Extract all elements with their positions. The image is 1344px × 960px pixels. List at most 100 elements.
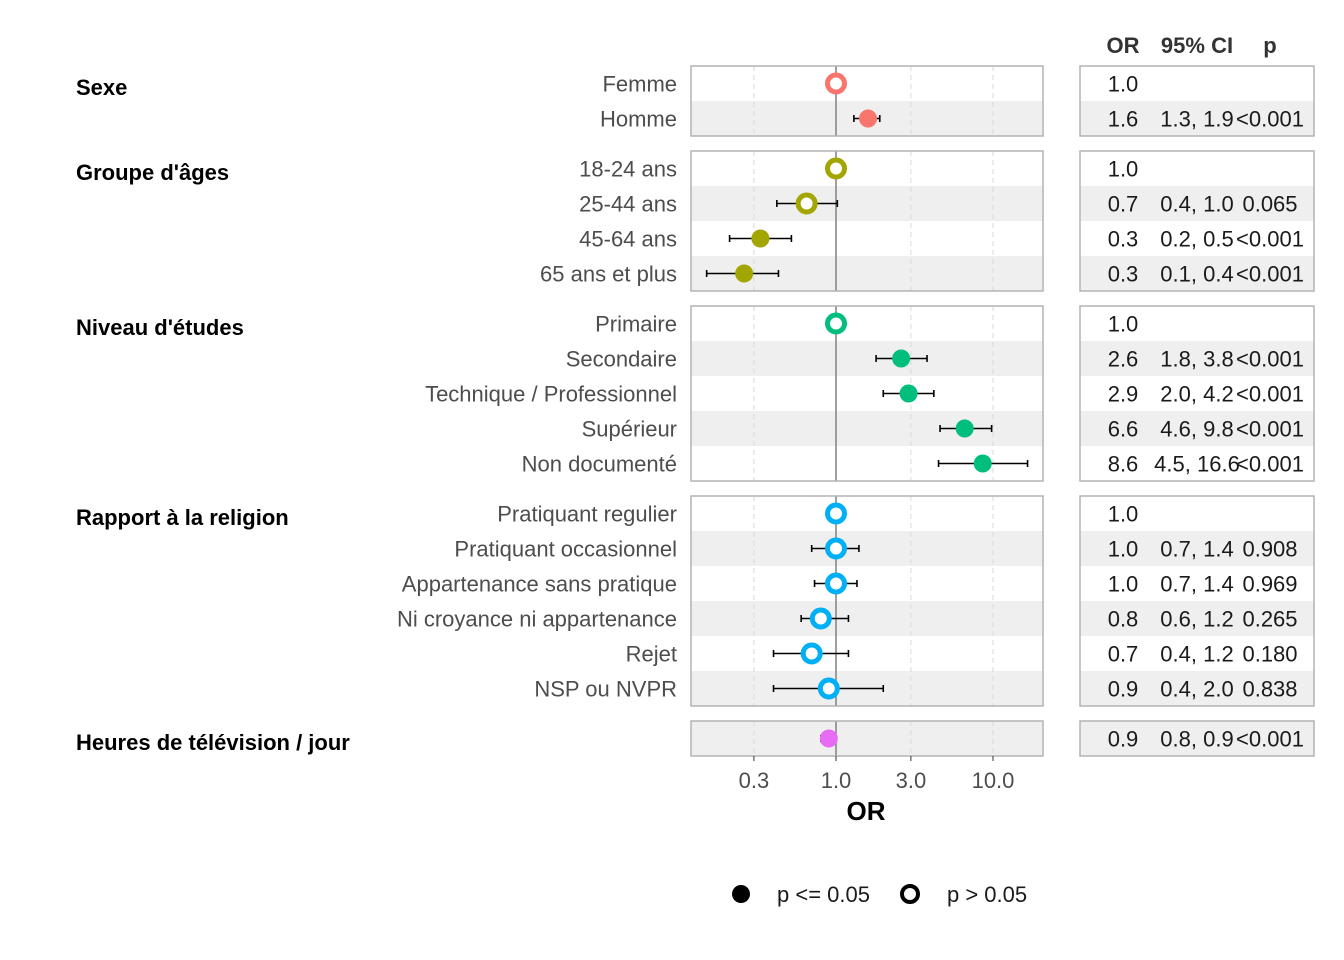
table-or-appartenance-sans-pratique: 1.0 <box>1108 572 1139 597</box>
plot-panel-border <box>690 495 1044 707</box>
plot-panel-border <box>690 65 1044 137</box>
table-or-25-44-ans: 0.7 <box>1108 192 1139 217</box>
table-ci-technique-professionnel: 2.0, 4.2 <box>1160 382 1233 407</box>
point-technique-professionnel <box>899 384 918 403</box>
point-appartenance-sans-pratique <box>825 572 847 595</box>
row-label-65-ans-et-plus: 65 ans et plus <box>540 262 677 287</box>
table-or-65-ans-et-plus: 0.3 <box>1108 262 1139 287</box>
group-heures-de-television-jour: Heures de télévision / jour 0.9 0.8, 0.9 <0… <box>76 720 1315 757</box>
table-or-femme: 1.0 <box>1108 72 1139 97</box>
point-18-24-ans <box>825 157 847 180</box>
table-or-superieur: 6.6 <box>1108 417 1139 442</box>
row-label-appartenance-sans-pratique: Appartenance sans pratique <box>402 572 677 597</box>
point-65-ans-et-plus <box>735 264 754 283</box>
table-or-homme: 1.6 <box>1108 107 1139 132</box>
group-rapport-a-la-religion: Rapport à la religion Pratiquant regulier… <box>76 495 1315 707</box>
row-label-pratiquant-occasionnel: Pratiquant occasionnel <box>454 537 677 562</box>
group-title: Niveau d'études <box>76 315 244 340</box>
group-title: Sexe <box>76 75 127 100</box>
table-or-primaire: 1.0 <box>1108 312 1139 337</box>
row-label-nsp-ou-nvpr: NSP ou NVPR <box>534 677 677 702</box>
plot-row-stripe <box>691 186 1043 221</box>
table-row-stripe <box>1080 531 1314 566</box>
table-panel-border <box>1079 65 1315 137</box>
point-secondaire <box>892 349 911 368</box>
table-or-ni-croyance-ni-appartenance: 0.8 <box>1108 607 1139 632</box>
table-p-superieur: <0.001 <box>1236 417 1304 442</box>
table-ci-appartenance-sans-pratique: 0.7, 1.4 <box>1160 572 1233 597</box>
point-25-44-ans <box>795 192 818 215</box>
group-title: Groupe d'âges <box>76 160 229 185</box>
table-p-homme: <0.001 <box>1236 107 1304 132</box>
row-label-homme: Homme <box>600 107 677 132</box>
group-sexe: Sexe Femme 1.0 Homme 1.6 1.3, 1.9 <0.001 <box>76 65 1315 137</box>
group-title: Heures de télévision / jour <box>76 730 350 755</box>
plot-panel-border <box>690 150 1044 292</box>
x-tick-label: 3.0 <box>896 768 927 793</box>
table-or-technique-professionnel: 2.9 <box>1108 382 1139 407</box>
point-pratiquant-occasionnel <box>825 537 847 560</box>
plot-row-stripe <box>691 531 1043 566</box>
table-ci-pratiquant-occasionnel: 0.7, 1.4 <box>1160 537 1233 562</box>
row-label-pratiquant-regulier: Pratiquant regulier <box>497 502 677 527</box>
table-ci-secondaire: 1.8, 3.8 <box>1160 347 1233 372</box>
table-panel-border <box>1079 720 1315 757</box>
row-label-ni-croyance-ni-appartenance: Ni croyance ni appartenance <box>397 607 677 632</box>
legend-filled-marker <box>732 885 750 903</box>
table-ci-homme: 1.3, 1.9 <box>1160 107 1233 132</box>
x-axis: 0.3 1.0 3.0 10.0 <box>739 756 1015 793</box>
table-or-row: 0.9 <box>1108 727 1139 752</box>
row-label-non-documente: Non documenté <box>522 452 677 477</box>
plot-panel-border <box>690 720 1044 757</box>
table-row-stripe <box>1080 101 1314 136</box>
table-or-rejet: 0.7 <box>1108 642 1139 667</box>
table-panel-border <box>1079 150 1315 292</box>
table-header-p: p <box>1263 33 1276 58</box>
point-primaire <box>825 312 847 335</box>
table-row-stripe <box>1080 186 1314 221</box>
group-groupe-d-ages: Groupe d'âges 18-24 ans 1.0 25-44 ans 0.7 0.4… <box>76 150 1315 292</box>
table-ci-superieur: 4.6, 9.8 <box>1160 417 1233 442</box>
table-row-stripe <box>1080 341 1314 376</box>
x-tick-label: 0.3 <box>739 768 770 793</box>
table-ci-65-ans-et-plus: 0.1, 0.4 <box>1160 262 1233 287</box>
plot-row-stripe <box>691 721 1043 756</box>
point-row <box>819 729 838 748</box>
x-axis-title: OR <box>847 796 886 826</box>
point-homme <box>859 109 878 128</box>
table-row-stripe <box>1080 411 1314 446</box>
table-p-pratiquant-occasionnel: 0.908 <box>1242 537 1297 562</box>
plot-panel-border <box>690 305 1044 482</box>
x-tick-label: 10.0 <box>972 768 1015 793</box>
table-p-technique-professionnel: <0.001 <box>1236 382 1304 407</box>
table-row-stripe <box>1080 256 1314 291</box>
row-label-rejet: Rejet <box>626 642 677 667</box>
plot-row-stripe <box>691 341 1043 376</box>
point-superieur <box>955 419 974 438</box>
point-rejet <box>800 642 823 665</box>
table-panel-border <box>1079 305 1315 482</box>
table-row-stripe <box>1080 671 1314 706</box>
table-header-ci: 95% CI <box>1161 33 1233 58</box>
point-femme <box>825 72 847 95</box>
row-label-25-44-ans: 25-44 ans <box>579 192 677 217</box>
legend-significant-label: p <= 0.05 <box>777 882 870 907</box>
x-tick-label: 1.0 <box>821 768 852 793</box>
point-nsp-ou-nvpr <box>817 677 840 700</box>
table-ci-nsp-ou-nvpr: 0.4, 2.0 <box>1160 677 1233 702</box>
table-row-stripe <box>1080 721 1314 756</box>
table-ci-45-64-ans: 0.2, 0.5 <box>1160 227 1233 252</box>
point-ni-croyance-ni-appartenance <box>809 607 832 630</box>
row-label-technique-professionnel: Technique / Professionnel <box>425 382 677 407</box>
table-p-25-44-ans: 0.065 <box>1242 192 1297 217</box>
row-label-superieur: Supérieur <box>582 417 677 442</box>
row-label-femme: Femme <box>602 72 677 97</box>
group-niveau-d-etudes: Niveau d'études Primaire 1.0 Secondaire 2.6 1… <box>76 305 1315 482</box>
table-p-45-64-ans: <0.001 <box>1236 227 1304 252</box>
plot-row-stripe <box>691 601 1043 636</box>
group-title: Rapport à la religion <box>76 505 289 530</box>
legend-not-significant-label: p > 0.05 <box>947 882 1027 907</box>
table-ci-ni-croyance-ni-appartenance: 0.6, 1.2 <box>1160 607 1233 632</box>
table-p-rejet: 0.180 <box>1242 642 1297 667</box>
